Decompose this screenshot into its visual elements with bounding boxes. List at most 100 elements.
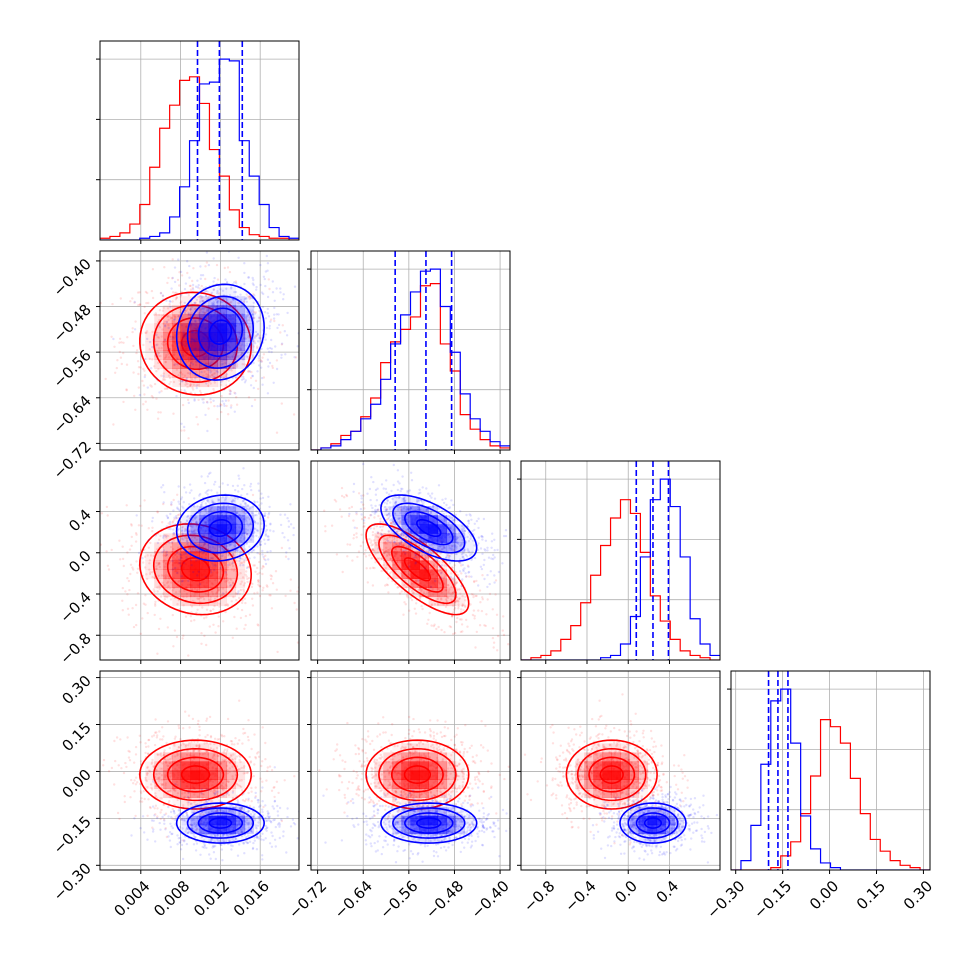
sample-point bbox=[197, 383, 200, 387]
density-cell bbox=[428, 569, 439, 579]
sample-point bbox=[406, 593, 409, 596]
sample-point bbox=[181, 579, 184, 583]
sample-point bbox=[262, 275, 266, 278]
sample-point bbox=[455, 545, 458, 548]
sample-point bbox=[437, 560, 440, 564]
sample-point bbox=[396, 560, 399, 564]
sample-point bbox=[143, 393, 146, 396]
sample-point bbox=[221, 289, 225, 292]
density-cell bbox=[208, 296, 218, 306]
sample-point bbox=[460, 542, 463, 545]
sample-point bbox=[235, 396, 238, 399]
sample-point bbox=[160, 390, 163, 393]
density-cell bbox=[199, 377, 209, 388]
sample-point bbox=[212, 304, 216, 307]
sample-point bbox=[240, 375, 243, 378]
sample-point bbox=[450, 548, 453, 551]
sample-point bbox=[260, 291, 264, 294]
sample-point bbox=[191, 330, 194, 333]
sample-point bbox=[209, 382, 212, 385]
sample-point bbox=[229, 301, 232, 304]
sample-point bbox=[186, 313, 190, 316]
density-cell bbox=[172, 296, 181, 305]
density-cell bbox=[217, 524, 228, 534]
sample-point bbox=[230, 584, 233, 587]
sample-point bbox=[212, 564, 215, 567]
sample-point bbox=[430, 496, 433, 499]
density-cell bbox=[428, 596, 439, 607]
sample-point bbox=[376, 557, 379, 560]
sample-point bbox=[228, 544, 231, 547]
sample-point bbox=[407, 508, 411, 512]
sample-point bbox=[420, 589, 423, 592]
sample-point bbox=[188, 308, 192, 312]
sample-point bbox=[203, 617, 206, 620]
sample-point bbox=[482, 517, 486, 521]
sample-point bbox=[473, 522, 476, 525]
sample-point bbox=[473, 617, 476, 620]
sample-point bbox=[144, 400, 147, 403]
sample-point bbox=[460, 572, 463, 575]
sample-point bbox=[394, 547, 397, 550]
sample-point bbox=[428, 591, 432, 594]
sample-point bbox=[151, 268, 155, 271]
sample-point bbox=[229, 543, 232, 546]
sample-point bbox=[259, 497, 262, 500]
sample-point bbox=[265, 584, 268, 587]
sample-point bbox=[173, 315, 177, 318]
sample-point bbox=[364, 549, 367, 552]
sample-point bbox=[404, 552, 407, 555]
sample-point bbox=[395, 496, 398, 499]
sample-point bbox=[369, 527, 372, 530]
sample-point bbox=[380, 569, 383, 573]
sample-point bbox=[161, 521, 164, 524]
sample-point bbox=[155, 565, 158, 568]
sample-point bbox=[173, 317, 176, 321]
sample-point bbox=[170, 319, 173, 323]
sample-point bbox=[250, 404, 254, 408]
sample-point bbox=[464, 572, 467, 575]
sample-point bbox=[260, 366, 263, 369]
sample-point bbox=[170, 501, 173, 504]
sample-point bbox=[185, 377, 189, 380]
sample-point bbox=[185, 595, 188, 598]
density-cell bbox=[392, 515, 402, 525]
sample-point bbox=[195, 522, 199, 526]
sample-point bbox=[421, 607, 424, 611]
sample-point bbox=[445, 564, 449, 567]
sample-point bbox=[386, 542, 389, 545]
density-cell bbox=[226, 587, 237, 598]
sample-point bbox=[223, 548, 226, 551]
sample-point bbox=[382, 541, 385, 545]
sample-point bbox=[486, 598, 489, 601]
sample-point bbox=[453, 518, 456, 522]
sample-point bbox=[174, 523, 177, 526]
sample-point bbox=[492, 641, 496, 644]
sample-point bbox=[155, 377, 158, 381]
sample-point bbox=[258, 316, 261, 320]
sample-point bbox=[284, 353, 287, 356]
sample-point bbox=[243, 558, 246, 562]
sample-point bbox=[164, 554, 167, 557]
sample-point bbox=[368, 537, 371, 541]
sample-point bbox=[371, 548, 374, 552]
sample-point bbox=[427, 554, 430, 558]
sample-point bbox=[435, 597, 438, 601]
sample-point bbox=[208, 375, 212, 378]
sample-point bbox=[280, 342, 284, 345]
density-cell bbox=[208, 377, 218, 388]
sample-point bbox=[484, 539, 488, 542]
sample-point bbox=[209, 557, 212, 560]
sample-point bbox=[137, 304, 140, 307]
density-cell bbox=[190, 296, 199, 305]
sample-point bbox=[263, 542, 267, 545]
sample-point bbox=[386, 517, 390, 521]
sample-point bbox=[473, 580, 476, 584]
sample-point bbox=[375, 535, 378, 538]
density-cell bbox=[190, 305, 200, 315]
sample-point bbox=[186, 307, 190, 310]
density-cell bbox=[235, 305, 246, 315]
sample-point bbox=[251, 374, 254, 377]
sample-point bbox=[270, 607, 274, 610]
sample-point bbox=[266, 295, 270, 299]
